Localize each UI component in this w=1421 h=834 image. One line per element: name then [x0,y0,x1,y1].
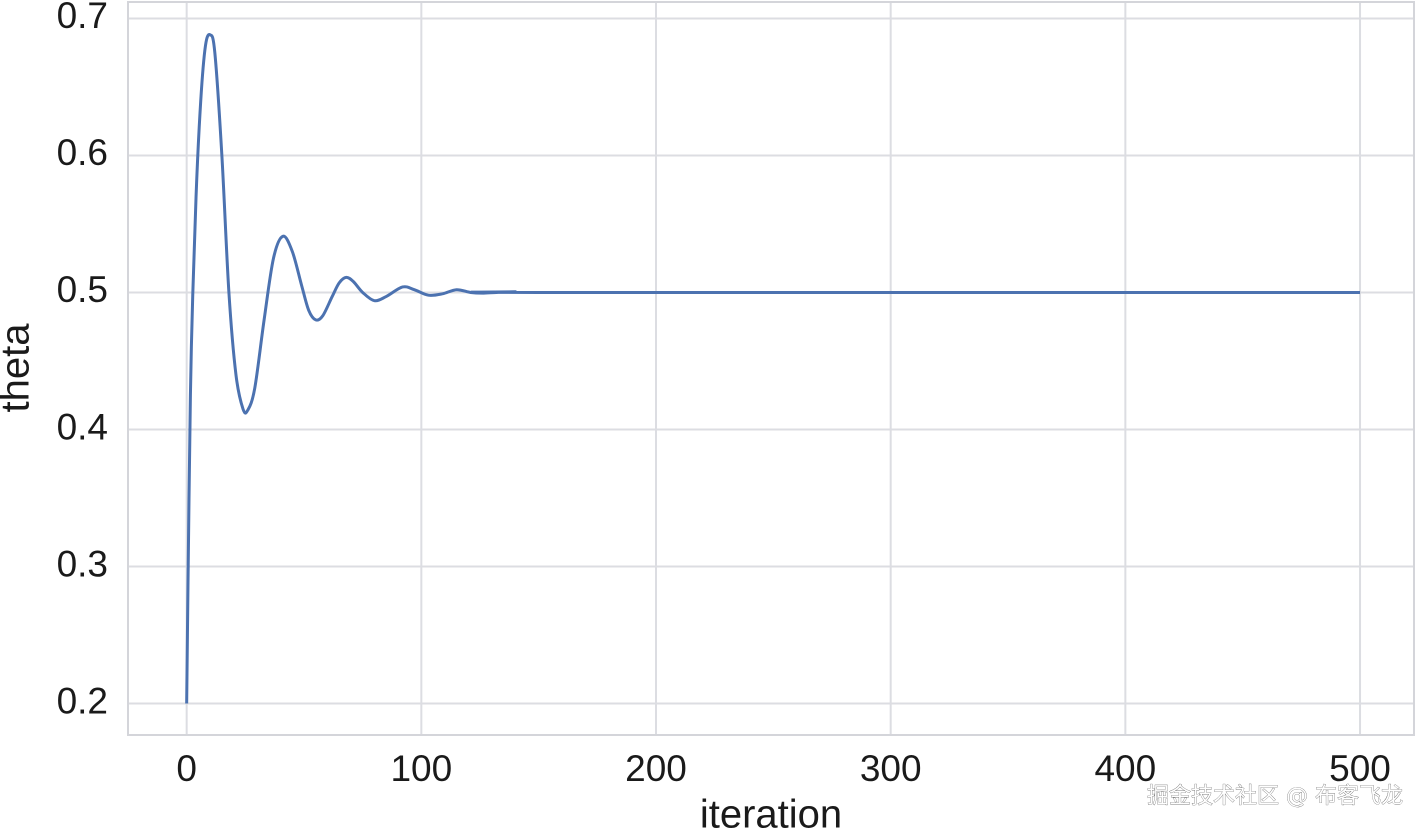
y-tick-label: 0.5 [57,269,108,310]
x-tick-label: 400 [1094,748,1156,789]
watermark: 掘金技术社区 @ 布客飞龙 [1147,784,1403,809]
y-tick-label: 0.4 [57,406,108,447]
x-tick-label: 500 [1329,748,1391,789]
x-axis-label: iteration [700,793,842,834]
plot-frame [127,1,1415,736]
y-tick-label: 0.2 [57,680,108,721]
x-tick-label: 100 [390,748,452,789]
y-tick-label: 0.6 [57,132,108,173]
y-tick-label: 0.3 [57,543,108,584]
y-axis-label: theta [0,323,38,413]
x-tick-label: 200 [625,748,687,789]
y-tick-label: 0.7 [57,0,108,36]
x-tick-label: 0 [176,748,197,789]
data-line [185,33,1361,704]
x-tick-label: 300 [860,748,922,789]
